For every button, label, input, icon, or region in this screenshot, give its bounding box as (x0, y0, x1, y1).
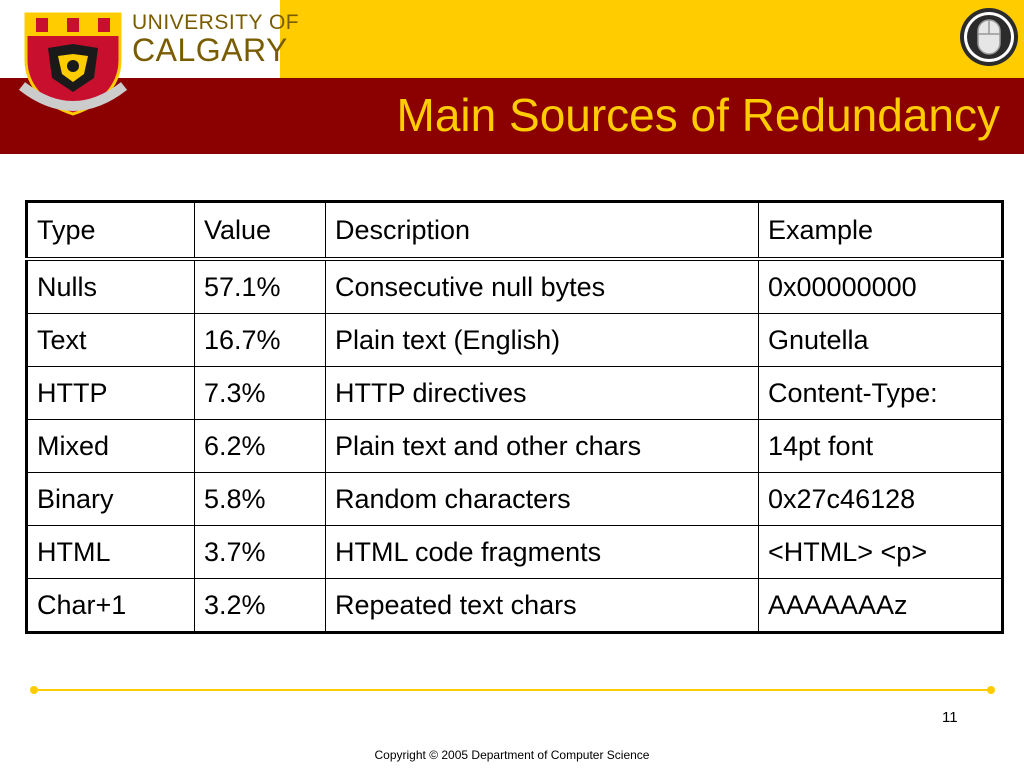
table-row: Mixed 6.2% Plain text and other chars 14… (26, 419, 1003, 473)
cell-type: Text (26, 313, 195, 367)
cell-type: Nulls (26, 258, 195, 314)
cell-example: Gnutella (758, 313, 1003, 367)
wordmark-line2: CALGARY (132, 32, 288, 68)
cell-value: 5.8% (194, 472, 326, 526)
cell-value: 3.7% (194, 525, 326, 579)
table-row: HTTP 7.3% HTTP directives Content-Type: (26, 366, 1003, 420)
cell-description: Consecutive null bytes (325, 258, 759, 314)
table-row: Char+1 3.2% Repeated text chars AAAAAAAz (26, 578, 1003, 633)
header-red-band (0, 78, 1024, 154)
header-example: Example (758, 201, 1003, 261)
mouse-icon[interactable] (958, 6, 1020, 68)
cell-example: AAAAAAAz (758, 578, 1003, 633)
footer-divider (33, 689, 991, 691)
table-row: Binary 5.8% Random characters 0x27c46128 (26, 472, 1003, 526)
cell-type: Char+1 (26, 578, 195, 633)
header-value: Value (194, 201, 326, 261)
cell-type: Mixed (26, 419, 195, 473)
cell-example: 0x00000000 (758, 258, 1003, 314)
cell-type: HTTP (26, 366, 195, 420)
header-description: Description (325, 201, 759, 261)
table-row: Text 16.7% Plain text (English) Gnutella (26, 313, 1003, 367)
cell-value: 57.1% (194, 258, 326, 314)
cell-example: 14pt font (758, 419, 1003, 473)
copyright-notice: Copyright © 2005 Department of Computer … (374, 748, 650, 762)
cell-value: 7.3% (194, 366, 326, 420)
footer-divider-dot-right (987, 686, 995, 694)
slide-title: Main Sources of Redundancy (396, 89, 1000, 141)
cell-example: <HTML> <p> (758, 525, 1003, 579)
university-crest-icon (18, 12, 128, 116)
table-row: Nulls 57.1% Consecutive null bytes 0x000… (26, 258, 1003, 314)
redundancy-table: Type Value Description Example Nulls 57.… (25, 200, 1004, 634)
cell-type: HTML (26, 525, 195, 579)
cell-value: 3.2% (194, 578, 326, 633)
cell-description: Plain text and other chars (325, 419, 759, 473)
university-wordmark: UNIVERSITY OF CALGARY (132, 11, 300, 68)
table-header-row: Type Value Description Example (26, 201, 1003, 261)
cell-description: Repeated text chars (325, 578, 759, 633)
cell-example: Content-Type: (758, 366, 1003, 420)
cell-description: HTTP directives (325, 366, 759, 420)
page-number: 11 (942, 709, 958, 726)
table-row: HTML 3.7% HTML code fragments <HTML> <p> (26, 525, 1003, 579)
cell-description: Plain text (English) (325, 313, 759, 367)
cell-value: 16.7% (194, 313, 326, 367)
cell-type: Binary (26, 472, 195, 526)
wordmark-line1: UNIVERSITY OF (132, 11, 300, 34)
footer-divider-dot-left (30, 686, 38, 694)
cell-example: 0x27c46128 (758, 472, 1003, 526)
cell-description: Random characters (325, 472, 759, 526)
cell-value: 6.2% (194, 419, 326, 473)
header-type: Type (26, 201, 195, 261)
cell-description: HTML code fragments (325, 525, 759, 579)
